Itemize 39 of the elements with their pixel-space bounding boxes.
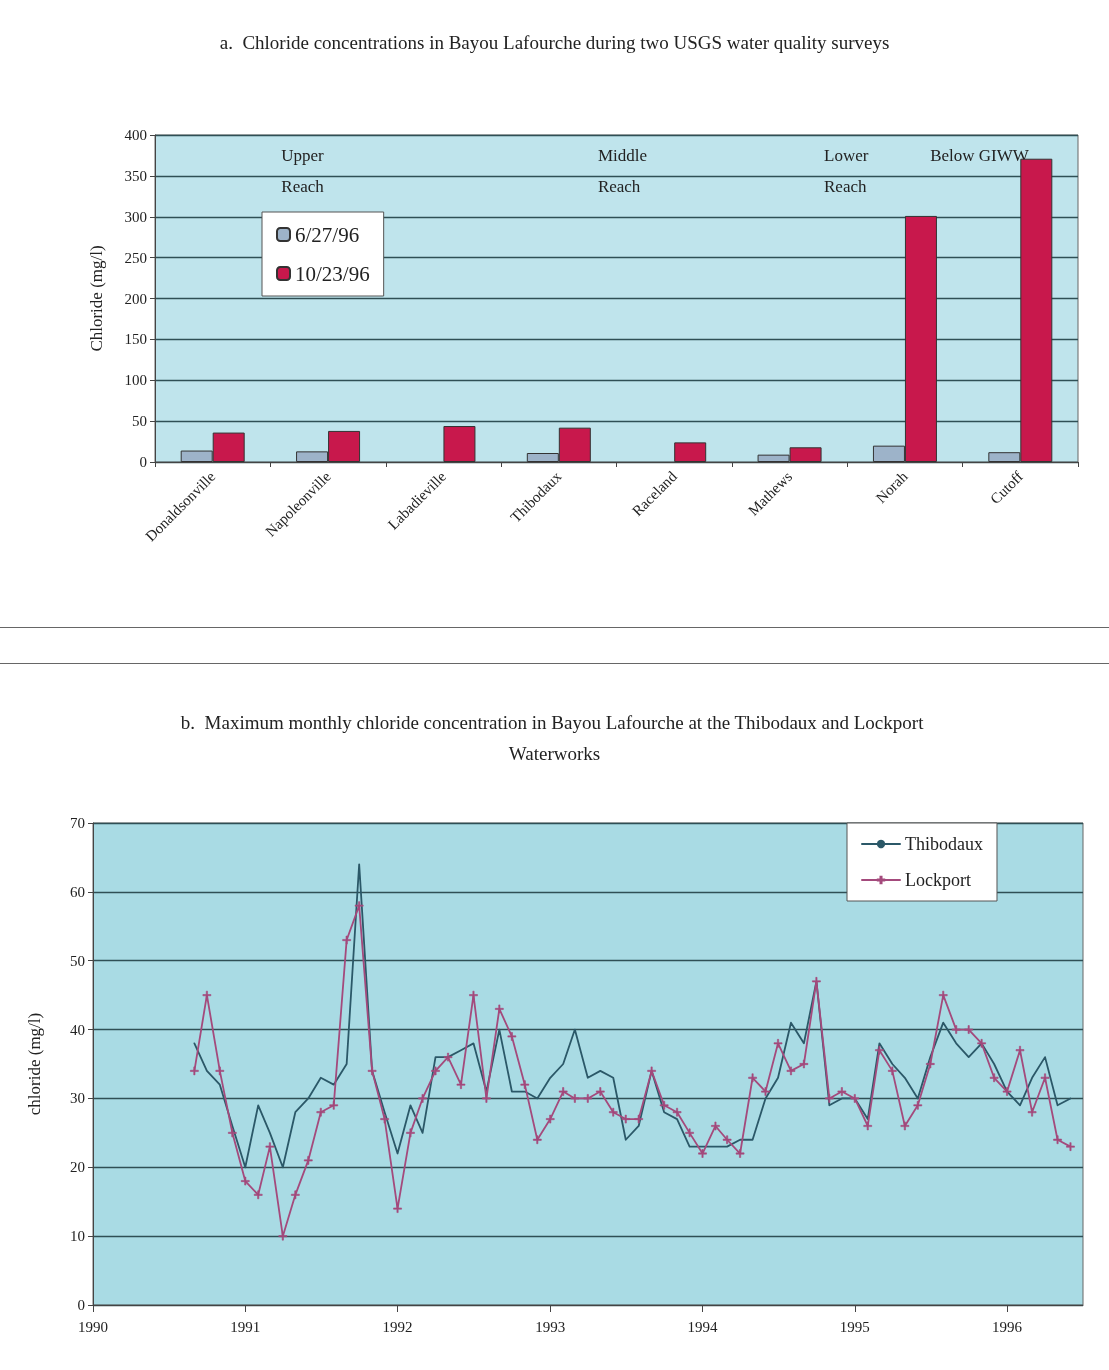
- x-tick-label: 1990: [78, 1318, 108, 1335]
- y-tick-label: 350: [124, 167, 147, 184]
- y-tick-label: 100: [124, 372, 147, 389]
- x-tick-label: 1994: [687, 1318, 719, 1335]
- y-tick-label: 20: [70, 1159, 85, 1176]
- y-tick-label: 150: [124, 331, 147, 348]
- x-tick-label: 1995: [839, 1318, 870, 1335]
- y-tick-label: 10: [70, 1228, 85, 1245]
- y-tick-label: 300: [124, 208, 147, 225]
- annotation: Below GIWW: [930, 146, 1030, 165]
- y-tick-label: 400: [124, 127, 147, 143]
- y-tick-label: 50: [70, 952, 85, 969]
- legend-label: Thibodaux: [905, 834, 984, 854]
- line-series: [193, 863, 1072, 1169]
- y-tick-label: 40: [70, 1021, 85, 1038]
- chart-title: a. Chloride concentrations in Bayou Lafourche during two USGS water quality surveys: [219, 32, 890, 53]
- legend-label: 6/27/96: [295, 222, 360, 247]
- x-tick-label: 1992: [382, 1318, 413, 1335]
- y-axis-title: chloride (mg/l): [25, 1012, 44, 1116]
- bar: [674, 442, 707, 462]
- y-axis-title: Chloride (mg/l): [87, 245, 106, 352]
- y-tick-label: 200: [124, 290, 147, 307]
- annotation: Upper Reach: [281, 146, 329, 196]
- y-tick-label: 70: [70, 815, 85, 831]
- annotation: Middle Reach: [597, 146, 652, 196]
- y-tick-label: 0: [139, 454, 147, 470]
- y-tick-label: 30: [70, 1090, 85, 1107]
- y-tick-label: 50: [132, 413, 147, 430]
- annotation: Lower Reach: [824, 146, 873, 196]
- x-tick-label: 1993: [535, 1318, 566, 1335]
- chart-title: b. Maximum monthly chloride concentration in Bayou Lafourche at the Thibodaux and Lockport Waterworks: [180, 712, 929, 764]
- bar: [443, 426, 476, 462]
- x-tick-label: 1991: [230, 1318, 261, 1335]
- y-tick-label: 250: [124, 249, 147, 266]
- y-tick-label: 60: [70, 883, 85, 900]
- legend-label: Lockport: [905, 870, 971, 890]
- legend-label: 10/23/96: [295, 261, 370, 286]
- x-tick-label: 1996: [992, 1318, 1023, 1335]
- y-tick-label: 0: [77, 1297, 85, 1313]
